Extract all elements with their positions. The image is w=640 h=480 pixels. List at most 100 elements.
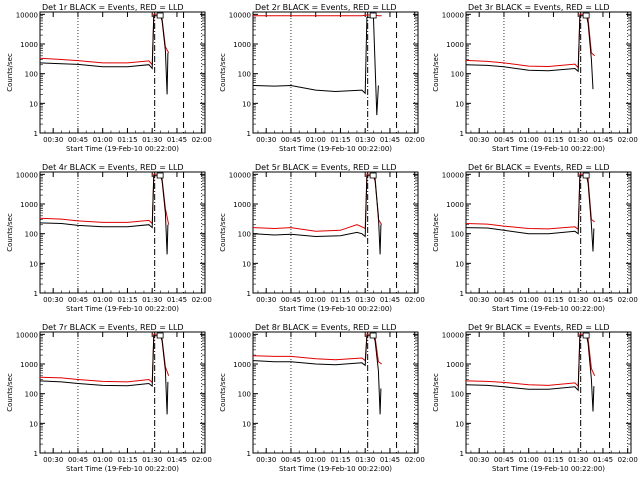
panel-title: Det 3r BLACK = Events, RED = LLD: [468, 3, 610, 12]
y-tick-label: 1: [460, 290, 464, 298]
plot-frame: [39, 11, 206, 134]
x-axis-label: Start Time (19-Feb-10 00:22:00): [279, 145, 392, 153]
x-axis-label: Start Time (19-Feb-10 00:22:00): [492, 465, 605, 473]
y-axis-label: Counts/sec: [6, 373, 14, 412]
y-tick-label: 10000: [229, 331, 251, 339]
x-tick-label: 01:15: [117, 456, 137, 464]
x-axis-label: Start Time (19-Feb-10 00:22:00): [492, 145, 605, 153]
events-series-black: [465, 335, 595, 412]
panel-title: Det 7r BLACK = Events, RED = LLD: [42, 323, 184, 332]
x-tick-label: 01:00: [93, 456, 113, 464]
x-tick-label: 00:30: [43, 136, 63, 144]
x-tick-label: 02:00: [405, 296, 425, 304]
event-marker-box: [156, 172, 164, 179]
plot-frame: [465, 171, 632, 294]
x-axis-label: Start Time (19-Feb-10 00:22:00): [492, 305, 605, 313]
lld-series-red: [39, 173, 170, 225]
event-marker-box: [582, 12, 590, 19]
event-marker-box: [369, 12, 377, 19]
x-tick-label: 02:00: [192, 136, 212, 144]
x-axis-label: Start Time (19-Feb-10 00:22:00): [66, 305, 179, 313]
y-axis-label: Counts/sec: [432, 53, 440, 92]
plot-frame: [252, 171, 419, 294]
events-series-black: [465, 175, 595, 252]
panel-title: Det 4r BLACK = Events, RED = LLD: [42, 163, 184, 172]
y-tick-label: 10000: [229, 11, 251, 19]
x-axis-label: Start Time (19-Feb-10 00:22:00): [66, 145, 179, 153]
y-tick-label: 100: [25, 71, 38, 79]
y-tick-label: 10: [455, 420, 464, 428]
x-tick-label: 01:00: [306, 456, 326, 464]
x-tick-label: 00:30: [469, 136, 489, 144]
plot-frame: [252, 11, 419, 134]
x-tick-label: 01:30: [142, 136, 162, 144]
events-series-black: [252, 175, 382, 255]
y-tick-label: 10: [29, 260, 38, 268]
events-series-black: [39, 15, 169, 95]
x-axis-label: Start Time (19-Feb-10 00:22:00): [66, 465, 179, 473]
x-tick-label: 00:45: [281, 456, 301, 464]
y-axis-label: Counts/sec: [219, 53, 227, 92]
x-tick-label: 01:30: [568, 456, 588, 464]
x-tick-label: 00:45: [281, 136, 301, 144]
x-tick-label: 01:00: [306, 296, 326, 304]
y-tick-label: 1000: [446, 361, 464, 369]
y-tick-label: 10: [242, 420, 251, 428]
panel-title: Det 8r BLACK = Events, RED = LLD: [255, 323, 397, 332]
panel-title: Det 6r BLACK = Events, RED = LLD: [468, 163, 610, 172]
x-tick-label: 01:15: [543, 296, 563, 304]
x-tick-label: 01:30: [568, 296, 588, 304]
y-tick-label: 10000: [16, 11, 38, 19]
x-tick-label: 02:00: [192, 296, 212, 304]
panel-title: Det 9r BLACK = Events, RED = LLD: [468, 323, 610, 332]
y-tick-label: 10000: [16, 331, 38, 339]
events-series-black: [39, 175, 169, 255]
x-tick-label: 01:15: [330, 296, 350, 304]
x-tick-label: 02:00: [618, 136, 638, 144]
panel-det-5: Det 5r BLACK = Events, RED = LLD 1 10 100 10…: [219, 163, 425, 313]
y-tick-label: 1: [247, 290, 251, 298]
x-tick-label: 01:15: [543, 136, 563, 144]
y-axis-label: Counts/sec: [432, 213, 440, 252]
event-marker-box: [369, 332, 377, 339]
x-tick-label: 01:45: [593, 456, 613, 464]
y-tick-label: 10: [29, 100, 38, 108]
y-tick-label: 100: [451, 391, 464, 399]
x-tick-label: 01:15: [117, 296, 137, 304]
x-tick-label: 01:30: [568, 136, 588, 144]
x-tick-label: 00:45: [494, 136, 514, 144]
y-tick-label: 10: [29, 420, 38, 428]
lld-series-red: [253, 14, 382, 17]
event-marker-box: [369, 172, 377, 179]
y-tick-label: 10000: [229, 171, 251, 179]
panel-det-8: Det 8r BLACK = Events, RED = LLD 1 10 100 10…: [219, 323, 425, 473]
events-series-black: [252, 335, 382, 415]
events-series-black: [465, 15, 594, 90]
panel-det-9: Det 9r BLACK = Events, RED = LLD 1 10 100 10…: [432, 323, 638, 473]
plot-frame: [39, 171, 206, 294]
x-tick-label: 01:45: [380, 136, 400, 144]
y-tick-label: 1000: [233, 201, 251, 209]
x-tick-label: 01:30: [142, 456, 162, 464]
y-tick-label: 100: [238, 71, 251, 79]
y-tick-label: 100: [25, 231, 38, 239]
y-tick-label: 100: [451, 231, 464, 239]
lld-series-red: [465, 13, 596, 69]
x-tick-label: 00:45: [281, 296, 301, 304]
panel-det-7: Det 7r BLACK = Events, RED = LLD 1 10 100 10…: [6, 323, 212, 473]
y-tick-label: 1000: [20, 41, 38, 49]
y-tick-label: 100: [451, 71, 464, 79]
y-tick-label: 1: [34, 450, 38, 458]
event-marker-box: [582, 332, 590, 339]
x-tick-label: 01:15: [330, 136, 350, 144]
x-tick-label: 00:30: [256, 136, 276, 144]
panel-title: Det 1r BLACK = Events, RED = LLD: [42, 3, 184, 12]
x-tick-label: 01:00: [306, 136, 326, 144]
event-marker-box: [582, 172, 590, 179]
x-tick-label: 00:30: [256, 296, 276, 304]
lld-series-red: [465, 173, 595, 231]
x-tick-label: 00:30: [469, 456, 489, 464]
x-axis-label: Start Time (19-Feb-10 00:22:00): [279, 465, 392, 473]
y-tick-label: 1: [247, 450, 251, 458]
